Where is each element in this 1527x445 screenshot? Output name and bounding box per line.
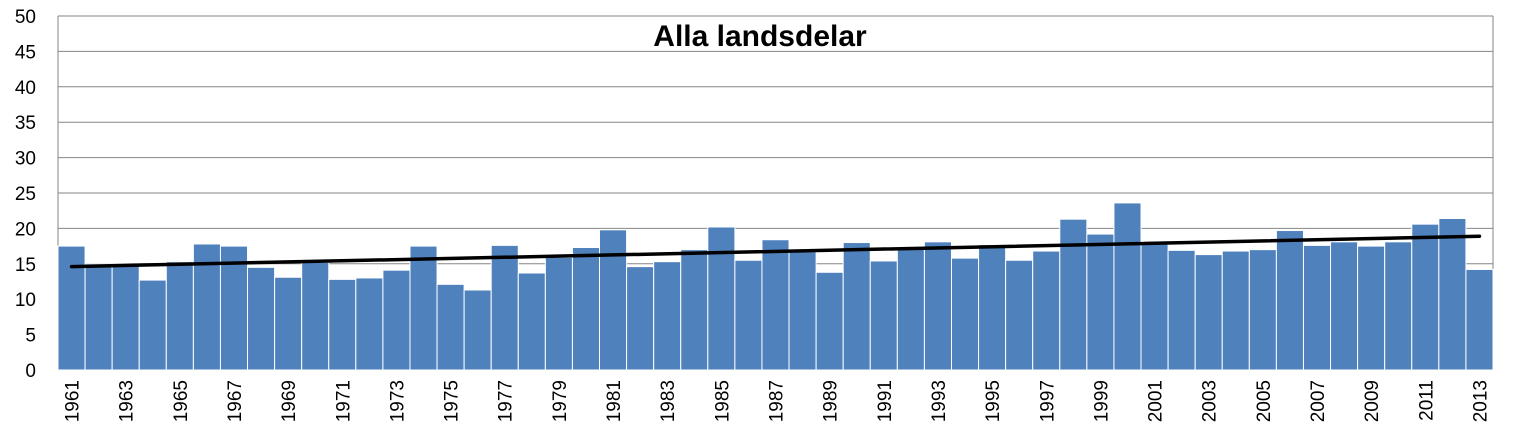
bar [301,261,330,371]
x-tick-label: 1989 [821,380,842,422]
trend-line [69,234,1482,269]
bar [1113,202,1142,371]
bar [355,277,384,371]
x-tick-label: 1985 [712,380,733,422]
y-axis-tick-labels: 0 5 10 15 20 25 30 35 40 45 50 [15,7,36,382]
bar [842,242,871,371]
x-tick-label: 1981 [604,380,625,422]
bar [1194,254,1223,371]
y-tick-label: 0 [25,361,36,382]
chart-title: Alla landsdelar [653,20,867,53]
x-tick-label: 1983 [658,380,679,422]
x-tick-label: 1995 [983,380,1004,422]
y-tick-label: 5 [25,326,36,347]
bar [1086,233,1115,371]
x-tick-label: 1969 [279,380,300,422]
bar [761,239,790,371]
bar [869,260,898,371]
bar [490,244,519,371]
x-tick-label: 1965 [171,380,192,422]
bar [1221,250,1250,371]
bar [599,229,628,371]
y-tick-label: 50 [15,7,36,28]
bar [1438,217,1467,371]
bar [1411,223,1440,371]
bar [409,245,438,371]
y-tick-label: 20 [15,219,36,240]
bar [680,249,709,371]
bar [1465,268,1494,371]
bar [1384,241,1413,371]
bar [328,278,357,371]
y-tick-label: 30 [15,149,36,170]
bar-series [57,202,1494,371]
x-tick-label: 2011 [1416,380,1437,421]
bar [734,259,763,371]
bar [1248,249,1277,371]
y-tick-label: 45 [15,42,36,63]
bar [1140,243,1169,371]
bar [1275,230,1304,371]
bar [1330,241,1359,371]
x-axis-tick-labels: 1961 1963 1965 1967 1969 1971 1973 1975 1977 1979… [63,380,1492,422]
x-tick-label: 1973 [387,380,408,422]
bar [84,263,113,371]
y-tick-label: 10 [15,290,36,311]
bar [923,241,952,371]
bar [978,244,1007,371]
bar [707,226,736,371]
y-tick-label: 35 [15,113,36,134]
x-tick-label: 2005 [1254,380,1275,422]
x-tick-label: 1975 [442,380,463,422]
x-tick-label: 1961 [63,380,84,422]
y-tick-label: 40 [15,78,36,99]
x-tick-label: 1993 [929,380,950,422]
bar [571,247,601,371]
x-tick-label: 1987 [767,380,788,422]
bar [950,257,980,371]
x-tick-label: 2001 [1146,380,1167,422]
x-tick-label: 1967 [225,380,246,422]
y-tick-label: 25 [15,184,36,205]
bar [1167,249,1196,371]
bar [896,247,925,371]
bar [274,276,303,371]
x-tick-label: 1997 [1037,380,1058,422]
bar [788,251,817,371]
y-tick-label: 15 [15,255,36,276]
bar [463,289,492,371]
bar [1005,259,1034,371]
x-tick-label: 1977 [496,380,517,422]
x-tick-label: 1971 [333,380,354,422]
bar [626,266,655,371]
bar [815,271,844,371]
bar [653,261,682,371]
bar [382,269,411,371]
x-tick-label: 1963 [117,380,138,422]
bar [436,283,465,371]
bar [111,263,140,371]
bar [1032,250,1061,371]
bar [165,261,194,371]
bar [517,272,546,371]
x-tick-label: 2013 [1470,380,1491,422]
x-tick-label: 2003 [1200,380,1221,422]
bar [1059,218,1088,371]
bar [544,256,573,371]
x-tick-label: 1979 [550,380,571,422]
bar [138,279,167,371]
bar [247,266,276,371]
x-tick-label: 1999 [1091,380,1112,422]
bar [1357,245,1386,371]
x-tick-label: 1991 [875,380,896,422]
bar [1302,244,1332,371]
x-tick-label: 2009 [1362,380,1383,422]
x-tick-label: 2007 [1308,380,1329,422]
